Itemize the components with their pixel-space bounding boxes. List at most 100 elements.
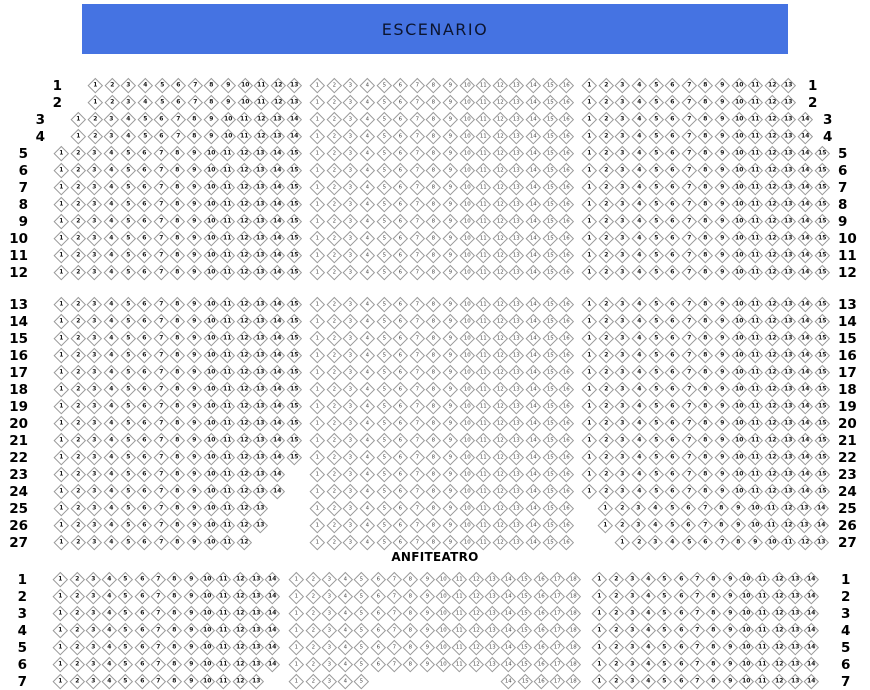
seat[interactable]: 1 <box>53 145 69 161</box>
seat[interactable]: 9 <box>714 364 730 380</box>
seat[interactable]: 8 <box>187 111 203 127</box>
seat[interactable]: 14 <box>269 364 285 380</box>
seat[interactable]: 11 <box>219 264 235 280</box>
seat[interactable]: 2 <box>326 347 342 363</box>
seat[interactable]: 8 <box>170 432 186 448</box>
seat[interactable]: 1 <box>581 111 597 127</box>
seat[interactable]: 8 <box>426 415 442 431</box>
seat[interactable]: 10 <box>435 656 451 672</box>
seat[interactable]: 8 <box>426 264 442 280</box>
seat[interactable]: 3 <box>87 398 103 414</box>
seat[interactable]: 7 <box>681 347 697 363</box>
seat[interactable]: 7 <box>681 162 697 178</box>
seat[interactable]: 4 <box>631 230 647 246</box>
seat[interactable]: 13 <box>781 196 797 212</box>
seat[interactable]: 7 <box>386 622 402 638</box>
seat[interactable]: 3 <box>615 128 631 144</box>
seat[interactable]: 2 <box>70 500 86 516</box>
seat[interactable]: 1 <box>53 347 69 363</box>
seat[interactable]: 2 <box>69 622 85 638</box>
seat[interactable]: 13 <box>287 77 303 93</box>
seat[interactable]: 8 <box>698 449 714 465</box>
seat[interactable]: 4 <box>631 398 647 414</box>
seat[interactable]: 15 <box>517 656 533 672</box>
seat[interactable]: 3 <box>87 449 103 465</box>
seat[interactable]: 13 <box>509 128 525 144</box>
seat[interactable]: 4 <box>337 656 353 672</box>
seat[interactable]: 6 <box>153 128 169 144</box>
seat[interactable]: 4 <box>359 313 375 329</box>
seat[interactable]: 3 <box>87 466 103 482</box>
seat[interactable]: 4 <box>631 347 647 363</box>
seat[interactable]: 10 <box>203 517 219 533</box>
seat[interactable]: 15 <box>542 534 558 550</box>
seat[interactable]: 1 <box>581 381 597 397</box>
seat[interactable]: 13 <box>248 571 264 587</box>
seat[interactable]: 6 <box>664 432 680 448</box>
seat[interactable]: 8 <box>170 247 186 263</box>
seat[interactable]: 12 <box>492 449 508 465</box>
seat[interactable]: 10 <box>731 264 747 280</box>
seat[interactable]: 1 <box>309 264 325 280</box>
seat[interactable]: 16 <box>558 517 574 533</box>
seat[interactable]: 1 <box>309 517 325 533</box>
seat[interactable]: 11 <box>475 111 491 127</box>
seat[interactable]: 7 <box>681 145 697 161</box>
seat[interactable]: 1 <box>309 381 325 397</box>
seat[interactable]: 7 <box>153 449 169 465</box>
seat[interactable]: 3 <box>631 517 647 533</box>
seat[interactable]: 7 <box>689 605 705 621</box>
seat[interactable]: 3 <box>321 588 337 604</box>
seat[interactable]: 8 <box>706 622 722 638</box>
seat[interactable]: 8 <box>426 313 442 329</box>
seat[interactable]: 5 <box>376 449 392 465</box>
seat[interactable]: 14 <box>797 179 813 195</box>
seat[interactable]: 16 <box>558 179 574 195</box>
seat[interactable]: 8 <box>170 534 186 550</box>
seat[interactable]: 2 <box>326 145 342 161</box>
seat[interactable]: 12 <box>492 398 508 414</box>
seat[interactable]: 9 <box>714 94 730 110</box>
seat[interactable]: 8 <box>426 483 442 499</box>
seat[interactable]: 12 <box>492 415 508 431</box>
seat[interactable]: 8 <box>426 145 442 161</box>
seat[interactable]: 7 <box>150 605 166 621</box>
seat[interactable]: 8 <box>426 162 442 178</box>
seat[interactable]: 3 <box>624 656 640 672</box>
seat[interactable]: 7 <box>153 381 169 397</box>
seat[interactable]: 14 <box>286 111 302 127</box>
seat[interactable]: 12 <box>236 534 252 550</box>
seat[interactable]: 6 <box>664 145 680 161</box>
seat[interactable]: 4 <box>631 296 647 312</box>
seat[interactable]: 10 <box>459 162 475 178</box>
seat[interactable]: 3 <box>615 466 631 482</box>
seat[interactable]: 10 <box>731 449 747 465</box>
seat[interactable]: 4 <box>359 330 375 346</box>
seat[interactable]: 10 <box>203 145 219 161</box>
seat[interactable]: 6 <box>134 605 150 621</box>
seat[interactable]: 6 <box>392 517 408 533</box>
seat[interactable]: 3 <box>85 588 101 604</box>
seat[interactable]: 8 <box>731 534 747 550</box>
seat[interactable]: 13 <box>509 313 525 329</box>
seat[interactable]: 11 <box>475 128 491 144</box>
seat[interactable]: 18 <box>566 605 582 621</box>
seat[interactable]: 10 <box>203 432 219 448</box>
seat[interactable]: 2 <box>598 196 614 212</box>
seat[interactable]: 12 <box>492 330 508 346</box>
seat[interactable]: 12 <box>270 94 286 110</box>
seat[interactable]: 7 <box>386 571 402 587</box>
seat[interactable]: 2 <box>70 466 86 482</box>
seat[interactable]: 12 <box>270 77 286 93</box>
seat[interactable]: 7 <box>386 639 402 655</box>
seat[interactable]: 8 <box>170 381 186 397</box>
seat[interactable]: 8 <box>698 196 714 212</box>
seat[interactable]: 4 <box>359 213 375 229</box>
seat[interactable]: 1 <box>581 77 597 93</box>
seat[interactable]: 5 <box>657 588 673 604</box>
seat[interactable]: 14 <box>525 145 541 161</box>
seat[interactable]: 11 <box>475 179 491 195</box>
seat[interactable]: 15 <box>814 466 830 482</box>
seat[interactable]: 13 <box>253 347 269 363</box>
seat[interactable]: 14 <box>525 296 541 312</box>
